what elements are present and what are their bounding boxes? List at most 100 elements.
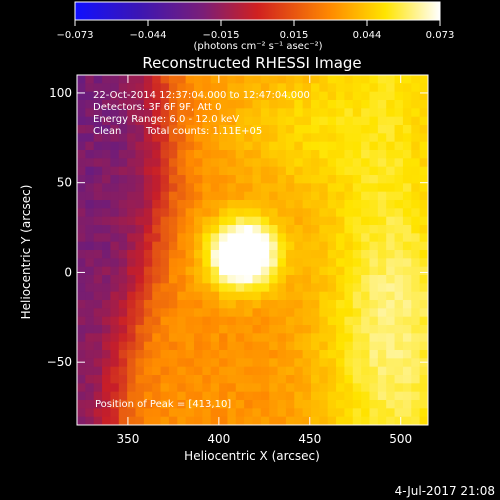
heatmap-cell [143,391,153,401]
heatmap-cell [219,300,229,309]
heatmap-cell [344,100,354,109]
heatmap-cell [319,400,329,409]
heatmap-cell [177,391,187,401]
heatmap-cell [277,391,287,401]
heatmap-cell [194,233,203,243]
heatmap-cell [168,283,178,293]
heatmap-cell [219,83,229,93]
heatmap-cell [110,83,120,93]
heatmap-cell [311,325,320,334]
heatmap-cell [118,266,128,276]
heatmap-cell [319,358,329,368]
heatmap-cell [319,208,329,218]
heatmap-cell [260,333,270,343]
heatmap-cell [135,283,145,293]
heatmap-cell [377,316,387,326]
heatmap-cell [210,391,220,401]
heatmap-cell [77,133,86,143]
heatmap-cell [302,408,312,418]
heatmap-cell [110,383,120,393]
heatmap-cell [118,416,128,425]
heatmap-cell [361,266,371,276]
heatmap-cell [235,400,245,409]
heatmap-cell [118,308,128,318]
heatmap-cell [219,208,229,218]
heatmap-cell [77,333,86,343]
heatmap-cell [352,408,362,418]
heatmap-cell [77,75,86,84]
heatmap-cell [219,150,229,159]
heatmap-cell [127,183,137,193]
heatmap-cell [135,225,145,234]
heatmap-cell [402,183,412,193]
heatmap-cell [419,258,428,268]
heatmap-cell [77,316,86,326]
heatmap-cell [327,333,337,343]
heatmap-cell [160,83,170,93]
heatmap-cell [402,375,412,384]
heatmap-cell [294,200,304,209]
heatmap-cell [419,366,428,376]
heatmap-cell [235,141,245,151]
heatmap-cell [252,241,262,251]
heatmap-cell [386,225,396,234]
heatmap-cell [402,275,412,284]
heatmap-cell [244,283,254,293]
heatmap-cell [235,166,245,176]
heatmap-cell [294,175,304,184]
heatmap-cell [302,291,312,301]
heatmap-cell [260,283,270,293]
heatmap-cell [411,133,421,143]
heatmap-cell [352,233,362,243]
heatmap-cell [202,275,212,284]
heatmap-cell [227,366,237,376]
heatmap-cell [177,133,187,143]
heatmap-cell [327,83,337,93]
heatmap-cell [143,408,153,418]
heatmap-cell [394,216,404,226]
heatmap-cell [77,208,86,218]
heatmap-cell [319,275,329,284]
heatmap-cell [210,100,220,109]
heatmap-cell [327,158,337,168]
heatmap-cell [110,358,120,368]
heatmap-cell [402,125,412,134]
heatmap-cell [260,83,270,93]
heatmap-cell [235,416,245,425]
heatmap-cell [244,116,254,126]
heatmap-cell [244,400,254,409]
heatmap-cell [285,375,295,384]
heatmap-cell [311,108,320,118]
heatmap-cell [235,216,245,226]
heatmap-cell [93,291,103,301]
heatmap-cell [352,175,362,184]
heatmap-cell [160,366,170,376]
heatmap-cell [369,283,379,293]
heatmap-cell [411,108,421,118]
heatmap-cell [419,233,428,243]
heatmap-cell [369,383,379,393]
heatmap-cell [361,391,371,401]
heatmap-cell [285,200,295,209]
heatmap-cell [135,125,145,134]
heatmap-cell [93,225,103,234]
heatmap-cell [85,266,95,276]
heatmap-cell [336,300,346,309]
heatmap-cell [244,316,254,326]
heatmap-cell [294,183,304,193]
heatmap-cell [386,125,396,134]
heatmap-cell [386,208,396,218]
heatmap-cell [361,191,371,201]
heatmap-cell [319,341,329,351]
heatmap-cell [344,383,354,393]
heatmap-cell [361,341,371,351]
heatmap-cell [252,83,262,93]
heatmap-cell [118,400,128,409]
heatmap-cell [294,91,304,101]
heatmap-cell [311,400,320,409]
heatmap-cell [219,250,229,259]
heatmap-cell [260,175,270,184]
heatmap-cell [127,200,137,209]
heatmap-cell [244,233,254,243]
heatmap-cell [252,341,262,351]
